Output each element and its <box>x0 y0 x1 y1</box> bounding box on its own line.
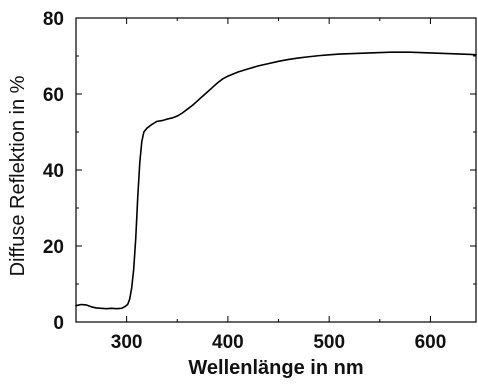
x-tick-label: 500 <box>313 332 345 353</box>
y-tick-label: 0 <box>53 313 64 334</box>
y-tick-label: 60 <box>43 85 64 106</box>
x-tick-label: 600 <box>415 332 447 353</box>
x-tick-label: 300 <box>111 332 143 353</box>
y-tick-label: 80 <box>43 9 64 30</box>
series-line <box>75 51 477 310</box>
y-tick-label: 20 <box>43 237 64 258</box>
label-layer: 300 400 500 600 0 20 40 60 80 <box>43 9 446 353</box>
tick-layer <box>76 17 476 323</box>
plot-frame <box>75 17 477 323</box>
plot-frame-layer <box>75 17 477 323</box>
y-tick-label: 40 <box>43 161 64 182</box>
y-axis-title: Diffuse Reflektion in % <box>7 75 29 276</box>
series-layer <box>75 51 477 310</box>
x-tick-label: 400 <box>212 332 244 353</box>
x-axis-title: Wellenlänge in nm <box>188 357 363 379</box>
